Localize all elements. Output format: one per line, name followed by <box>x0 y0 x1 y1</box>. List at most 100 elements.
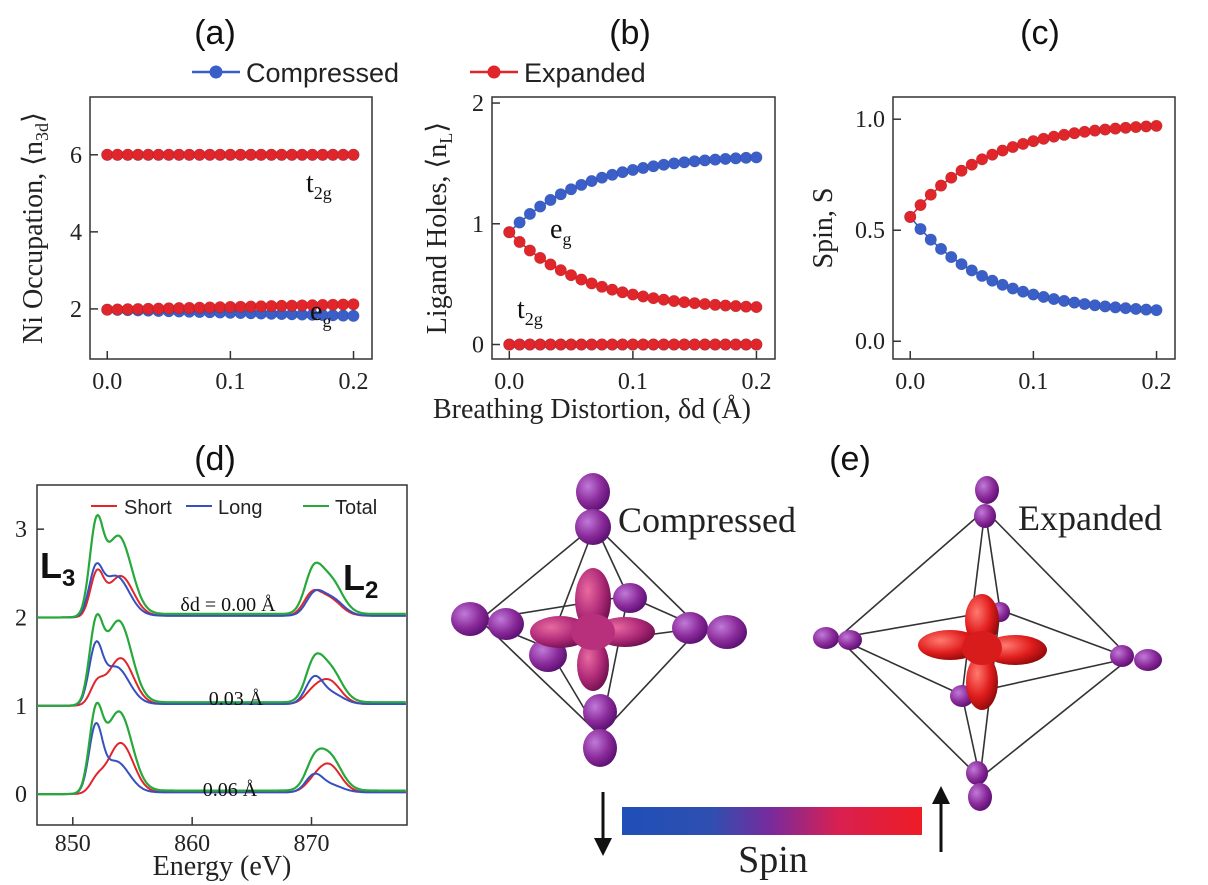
data-point <box>1058 128 1071 141</box>
spectrum-total <box>37 701 406 796</box>
legend-expanded-marker <box>487 65 501 79</box>
octahedron-compressed: Compressed <box>451 473 796 767</box>
data-point <box>955 164 968 177</box>
data-point <box>616 286 629 299</box>
data-point <box>1006 140 1019 154</box>
ligand-lobe <box>974 504 996 528</box>
y-tick-label: 1 <box>472 212 484 238</box>
data-point <box>616 166 629 179</box>
data-point <box>1078 125 1091 138</box>
x-tick-label: 0.2 <box>339 369 369 395</box>
data-point <box>647 292 660 305</box>
legend-short-label: Short <box>124 497 172 519</box>
data-point <box>152 302 165 315</box>
data-point <box>657 158 670 171</box>
x-tick-label: 0.2 <box>741 369 771 395</box>
data-point <box>1109 301 1122 314</box>
data-point <box>698 154 711 167</box>
y-tick-label: 0.5 <box>855 218 885 244</box>
data-point <box>986 274 999 287</box>
data-point <box>265 148 278 161</box>
panel-label-a: (a) <box>194 14 236 52</box>
y-tick-label: 1 <box>15 694 27 720</box>
offset-label-0: δd = 0.00 Å <box>180 594 276 616</box>
data-point <box>296 299 309 312</box>
data-point <box>975 153 989 166</box>
chart-d-frame <box>36 484 408 826</box>
offset-label-1: 0.03 Å <box>209 688 264 710</box>
x-tick-label: 870 <box>294 831 330 857</box>
ligand-lobe <box>576 473 610 511</box>
ligand-lobe <box>707 615 747 649</box>
data-point <box>347 309 360 322</box>
data-point <box>513 235 526 249</box>
data-point <box>750 338 763 351</box>
data-point <box>224 148 237 161</box>
data-point <box>534 251 547 265</box>
data-point <box>688 338 701 351</box>
data-point <box>637 161 650 175</box>
data-point <box>709 338 722 351</box>
chart-d: 850 860 870 0 1 2 3 Short Long Total L3 L2 δd … <box>15 484 408 882</box>
data-point <box>616 338 629 351</box>
ylabel-b: Ligand Holes, ⟨nL⟩ <box>422 122 456 335</box>
data-point <box>667 157 681 170</box>
spin-label: Spin <box>738 839 808 881</box>
data-point <box>678 156 691 169</box>
data-point <box>1037 132 1050 145</box>
data-point <box>986 148 999 161</box>
legend-expanded-label: Expanded <box>524 58 646 88</box>
chart-b: 0.0 0.1 0.2 0 1 2 eg t2g Ligand Holes, ⟨nL⟩ <box>422 91 776 395</box>
data-point <box>914 222 927 236</box>
chart-c: 0.0 0.1 0.2 0.0 0.5 1.0 Spin, S <box>808 96 1176 395</box>
data-point <box>1099 123 1112 136</box>
y-tick-label: 4 <box>70 220 82 246</box>
data-point <box>575 273 588 286</box>
ligand-lobe <box>613 583 647 613</box>
data-point <box>1140 120 1153 133</box>
x-tick-label: 850 <box>55 831 91 857</box>
compressed-label: Compressed <box>618 500 796 540</box>
x-tick-label: 0.1 <box>1018 369 1048 395</box>
data-point <box>554 264 567 277</box>
data-point <box>203 301 216 314</box>
edge-label-l2: L2 <box>343 557 378 604</box>
ni-orbital-compressed <box>530 568 655 691</box>
y-tick-label: 2 <box>70 297 82 323</box>
data-point <box>142 148 155 161</box>
data-point <box>688 155 701 168</box>
data-point <box>729 338 742 351</box>
data-point <box>1027 135 1040 148</box>
panel-label-b: (b) <box>609 14 651 52</box>
data-point <box>575 178 588 191</box>
octahedron-expanded: Expanded <box>813 476 1162 811</box>
data-point <box>203 148 216 161</box>
data-point <box>709 153 722 166</box>
x-tick-label: 860 <box>174 831 210 857</box>
data-point <box>739 151 753 164</box>
data-point <box>1016 285 1030 298</box>
spin-up-arrowhead-icon <box>932 786 950 804</box>
expanded-label: Expanded <box>1018 498 1162 538</box>
data-point <box>162 302 175 315</box>
data-point <box>213 301 227 314</box>
data-point <box>131 148 145 161</box>
data-point <box>326 148 340 161</box>
data-point <box>101 148 114 161</box>
data-point <box>162 148 175 161</box>
x-tick-label: 0.0 <box>92 369 122 395</box>
ligand-lobe <box>838 630 862 650</box>
data-point <box>965 264 978 277</box>
data-point <box>534 338 547 351</box>
data-point <box>750 151 763 164</box>
data-point <box>244 148 257 161</box>
data-point <box>1119 302 1132 315</box>
data-point <box>1047 130 1060 143</box>
data-point <box>564 338 578 351</box>
ylabel-c: Spin, S <box>808 188 839 269</box>
data-point <box>585 174 598 188</box>
data-point <box>585 338 598 351</box>
data-point <box>595 171 609 184</box>
y-tick-label: 3 <box>15 517 27 543</box>
data-point <box>1016 137 1030 150</box>
